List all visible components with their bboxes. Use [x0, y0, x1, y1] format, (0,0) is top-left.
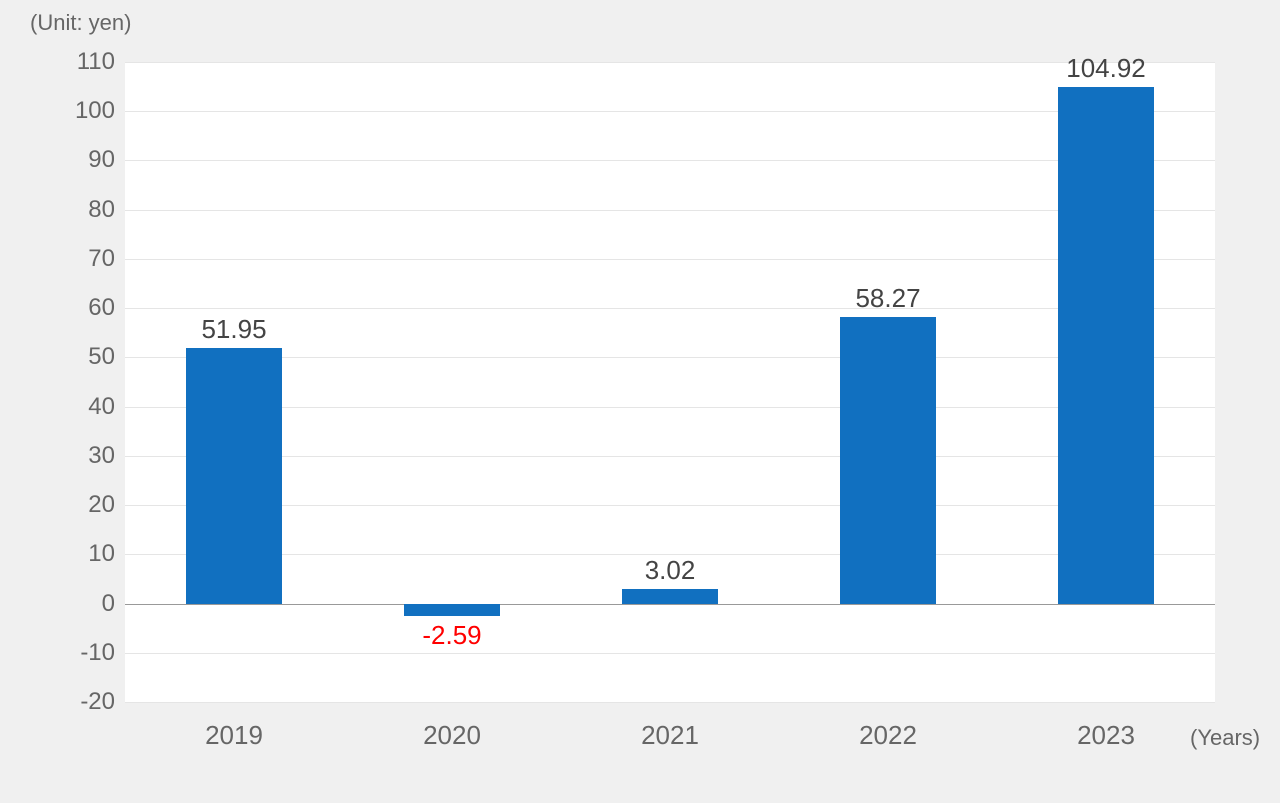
xtick-label: 2023 [1077, 720, 1135, 751]
gridline [125, 702, 1215, 703]
ytick-label: -10 [80, 639, 115, 667]
xtick-label: 2020 [423, 720, 481, 751]
bar-chart: (Unit: yen) (Years) -20 -10 0 10 20 30 40 50 60 7… [0, 0, 1280, 803]
gridline [125, 160, 1215, 161]
ytick-label: 60 [88, 294, 115, 322]
ytick-label: 20 [88, 491, 115, 519]
ytick-label: 70 [88, 245, 115, 273]
plot-area [125, 62, 1215, 702]
ytick-label: 10 [88, 540, 115, 568]
bar-value-label: 104.92 [1066, 53, 1146, 84]
bar-value-label: 3.02 [645, 555, 696, 586]
gridline [125, 210, 1215, 211]
bar [404, 604, 500, 617]
gridline [125, 308, 1215, 309]
bar-value-label: -2.59 [422, 620, 481, 651]
ytick-label: 100 [75, 97, 115, 125]
gridline [125, 111, 1215, 112]
ytick-label: 110 [77, 48, 115, 76]
gridline [125, 407, 1215, 408]
xtick-label: 2019 [205, 720, 263, 751]
ytick-label: 0 [102, 590, 115, 618]
bar [622, 589, 718, 604]
bar [186, 348, 282, 604]
bar-value-label: 51.95 [201, 314, 266, 345]
ytick-label: 40 [88, 393, 115, 421]
unit-label: (Unit: yen) [30, 10, 131, 36]
xtick-label: 2021 [641, 720, 699, 751]
ytick-label: -20 [80, 688, 115, 716]
gridline [125, 505, 1215, 506]
baseline [125, 604, 1215, 605]
bar [1058, 87, 1154, 604]
bar [840, 317, 936, 604]
gridline [125, 62, 1215, 63]
gridline [125, 357, 1215, 358]
ytick-label: 80 [88, 196, 115, 224]
gridline [125, 259, 1215, 260]
ytick-label: 30 [88, 442, 115, 470]
ytick-label: 90 [88, 146, 115, 174]
gridline [125, 456, 1215, 457]
gridline [125, 653, 1215, 654]
bar-value-label: 58.27 [855, 283, 920, 314]
years-axis-label: (Years) [1190, 725, 1260, 751]
ytick-label: 50 [88, 343, 115, 371]
xtick-label: 2022 [859, 720, 917, 751]
